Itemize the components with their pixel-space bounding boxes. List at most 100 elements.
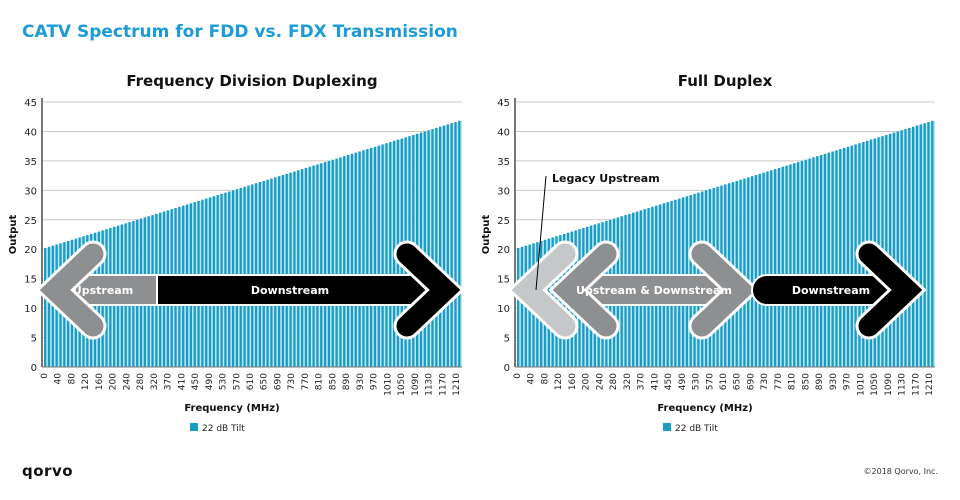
copyright: ©2018 Qorvo, Inc. xyxy=(863,467,938,476)
x-tick-label: 730 xyxy=(287,373,297,390)
y-tick-label: 30 xyxy=(24,186,37,197)
x-tick-label: 850 xyxy=(801,373,811,390)
x-tick-label: 0 xyxy=(513,373,523,379)
chart-1: Frequency Division Duplexing 0 5 10 15 20 25 30… xyxy=(8,72,465,434)
bar xyxy=(350,153,354,367)
x-tick-label: 0 xyxy=(40,373,50,379)
bar xyxy=(270,178,273,367)
x-tick-label: 280 xyxy=(136,373,146,390)
bar xyxy=(931,120,934,367)
bar xyxy=(308,166,311,367)
legacy-upstream-label: Legacy Upstream xyxy=(552,172,660,185)
x-tick-label: 490 xyxy=(205,373,215,390)
legend-swatch xyxy=(663,423,671,431)
y-tick-label: 5 xyxy=(31,334,37,345)
bar xyxy=(262,180,265,367)
y-tick-label: 35 xyxy=(497,157,510,168)
bar xyxy=(323,162,327,367)
bar xyxy=(435,127,438,368)
x-tick-label: 890 xyxy=(815,373,825,390)
x-tick-label: 930 xyxy=(829,373,839,390)
bar xyxy=(747,177,750,367)
bar xyxy=(335,158,338,367)
x-tick-label: 810 xyxy=(315,373,325,390)
bar xyxy=(770,170,773,367)
x-tick-label: 1090 xyxy=(884,373,894,396)
bar xyxy=(766,171,769,367)
x-tick-label: 1050 xyxy=(870,373,880,396)
chart-title: Frequency Division Duplexing xyxy=(126,72,377,90)
bar xyxy=(454,122,457,368)
bar xyxy=(923,123,926,367)
bar xyxy=(297,170,300,367)
x-tick-label: 1130 xyxy=(898,373,908,396)
legacy-callout-line xyxy=(535,175,547,291)
x-tick-label: 120 xyxy=(554,373,564,390)
bar xyxy=(823,153,827,367)
x-tick-label: 970 xyxy=(370,373,380,390)
x-tick-label: 810 xyxy=(788,373,798,390)
bar xyxy=(377,145,380,367)
x-tick-label: 1170 xyxy=(911,373,921,396)
bar xyxy=(892,132,896,367)
legend-label: 22 dB Tilt xyxy=(675,424,718,434)
x-tick-label: 850 xyxy=(328,373,338,390)
bar xyxy=(850,145,853,367)
x-tick-label: 690 xyxy=(746,373,756,390)
bar xyxy=(896,131,899,367)
x-tick-label: 1210 xyxy=(925,373,935,396)
x-tick-label: 690 xyxy=(273,373,283,390)
y-tick-label: 35 xyxy=(24,157,37,168)
bar xyxy=(458,120,461,367)
bar xyxy=(446,124,449,367)
bar xyxy=(904,129,907,367)
charts: Frequency Division Duplexing 0 5 10 15 20 25 30… xyxy=(8,72,935,434)
y-tick-label: 0 xyxy=(31,363,37,374)
legend-label: 22 dB Tilt xyxy=(202,424,245,434)
x-tick-label: 280 xyxy=(609,373,619,390)
x-tick-label: 930 xyxy=(356,373,366,390)
x-tick-label: 40 xyxy=(527,373,537,385)
bar xyxy=(750,176,754,367)
bar xyxy=(366,149,369,367)
x-tick-label: 200 xyxy=(109,373,119,390)
y-tick-label: 40 xyxy=(24,127,37,138)
bar xyxy=(812,157,815,367)
bar xyxy=(804,159,807,367)
bar xyxy=(911,126,915,367)
bar xyxy=(300,169,304,367)
bar xyxy=(316,164,319,367)
y-tick-label: 45 xyxy=(497,98,510,109)
upstream-label: Upstream xyxy=(73,284,133,297)
bar xyxy=(831,151,834,367)
bar xyxy=(281,175,285,367)
downstream-label: Downstream xyxy=(251,284,329,297)
x-tick-label: 410 xyxy=(650,373,660,390)
upstream-arrow-head xyxy=(39,243,104,337)
x-tick-label: 530 xyxy=(219,373,229,390)
bar xyxy=(885,134,888,367)
bar xyxy=(758,173,761,367)
x-tick-label: 650 xyxy=(260,373,270,390)
bar xyxy=(800,160,804,367)
bar xyxy=(842,147,846,367)
main-title: CATV Spectrum for FDD vs. FDX Transmissi… xyxy=(22,22,458,42)
bar xyxy=(754,175,758,367)
x-tick-label: 120 xyxy=(81,373,91,390)
x-tick-label: 1090 xyxy=(411,373,421,396)
y-axis-label: Output xyxy=(481,215,492,255)
bar xyxy=(354,152,357,367)
bar xyxy=(846,146,850,367)
qorvo-logo: qorvo xyxy=(22,462,74,480)
x-tick-label: 1130 xyxy=(425,373,435,396)
bar xyxy=(888,133,892,367)
bar xyxy=(450,123,453,367)
downstream-arrow-head xyxy=(396,243,461,337)
bar xyxy=(520,246,524,367)
bar xyxy=(285,173,288,367)
bar xyxy=(743,178,746,367)
bar xyxy=(781,166,784,367)
bar xyxy=(819,155,823,367)
bar xyxy=(785,165,788,367)
